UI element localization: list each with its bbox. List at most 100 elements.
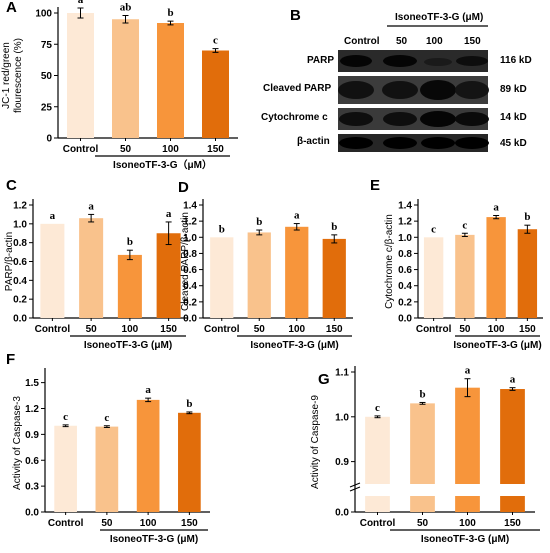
bar bbox=[157, 23, 184, 138]
significance-letter: c bbox=[63, 411, 68, 423]
x-tick-label: 150 bbox=[160, 324, 177, 335]
y-axis-label-line: JC-1 red/green bbox=[1, 42, 12, 109]
y-tick-label: 25 bbox=[41, 102, 53, 113]
y-tick-label: 0.0 bbox=[335, 508, 349, 519]
y-tick-label: 75 bbox=[41, 40, 53, 51]
panel-e-chart: E 0.0 0.2 0.4 0.6 0.8 1.0 1.2 1.4 c Control c 50 a 100… bbox=[370, 177, 543, 351]
significance-letter: c bbox=[213, 35, 218, 47]
blot-band bbox=[340, 55, 372, 67]
bar bbox=[455, 234, 475, 318]
blot-band bbox=[421, 137, 455, 149]
bar bbox=[210, 237, 234, 318]
bar-upper bbox=[365, 416, 390, 484]
blot-protein-label: Cleaved PARP bbox=[263, 83, 332, 94]
y-tick-label: 0.0 bbox=[183, 314, 197, 325]
y-tick-label: 0.9 bbox=[335, 457, 349, 468]
blot-protein-label: β-actin bbox=[297, 136, 330, 147]
significance-letter: a bbox=[294, 210, 300, 222]
x-tick-label: 100 bbox=[140, 518, 157, 529]
x-axis-label: IsoneoTF-3-G (μM) bbox=[84, 340, 172, 351]
blot-band bbox=[420, 80, 456, 100]
significance-letter: a bbox=[493, 201, 499, 213]
y-tick-label: 100 bbox=[35, 9, 52, 20]
y-tick-label: 0.8 bbox=[13, 238, 27, 249]
x-tick-label: 100 bbox=[488, 324, 505, 335]
y-tick-label: 0.6 bbox=[25, 456, 39, 467]
x-tick-label: Control bbox=[48, 518, 84, 529]
blot-band bbox=[338, 81, 374, 99]
panel-f-chart: F 0.0 0.3 0.6 0.9 1.2 1.5 c Control c 50 a 100 b 150 Is… bbox=[6, 351, 210, 545]
bar-lower bbox=[365, 496, 390, 512]
y-tick-label: 0.0 bbox=[13, 314, 27, 325]
bar bbox=[136, 399, 160, 512]
blot-size-label: 45 kD bbox=[500, 138, 527, 149]
y-tick-label: 0.3 bbox=[25, 482, 39, 493]
bar-lower bbox=[455, 496, 480, 512]
blot-group-title: IsoneoTF-3-G (μM) bbox=[395, 12, 483, 23]
bar bbox=[67, 13, 94, 138]
y-tick-label: 0.8 bbox=[183, 249, 197, 260]
y-tick-label: 0.4 bbox=[183, 281, 197, 292]
y-tick-label: 1.0 bbox=[335, 412, 349, 423]
y-tick-label: 1.0 bbox=[13, 219, 27, 230]
blot-band bbox=[420, 111, 456, 127]
blot-band bbox=[382, 81, 418, 99]
blot-size-label: 14 kD bbox=[500, 112, 527, 123]
y-tick-label: 1.1 bbox=[335, 368, 349, 379]
y-axis-label: PARP/β-actin bbox=[4, 232, 15, 291]
significance-letter: a bbox=[50, 210, 56, 222]
y-tick-label: 0.9 bbox=[25, 430, 39, 441]
panel-b-western-blot: B IsoneoTF-3-G (μM) Control 50 100 150 P… bbox=[261, 7, 532, 152]
x-tick-label: Control bbox=[416, 324, 452, 335]
x-tick-label: Control bbox=[360, 518, 396, 529]
significance-letter: ab bbox=[120, 2, 132, 14]
significance-letter: b bbox=[524, 211, 530, 223]
blot-protein-label: Cytochrome c bbox=[261, 112, 328, 123]
axis-break-mark bbox=[349, 482, 361, 488]
bar-upper bbox=[500, 389, 525, 484]
x-tick-label: 150 bbox=[519, 324, 536, 335]
significance-letter: a bbox=[166, 208, 172, 220]
bar bbox=[247, 232, 271, 318]
y-axis-label: JC-1 red/greenflourescence (%) bbox=[1, 38, 24, 113]
y-tick-label: 0.6 bbox=[183, 265, 197, 276]
x-tick-label: 50 bbox=[254, 324, 266, 335]
bar bbox=[40, 223, 65, 318]
panel-letter: F bbox=[6, 351, 15, 368]
bar bbox=[112, 19, 139, 138]
x-tick-label: Control bbox=[63, 144, 99, 155]
y-tick-label: 1.5 bbox=[25, 378, 39, 389]
significance-letter: c bbox=[462, 219, 467, 231]
significance-letter: b bbox=[186, 398, 192, 410]
panel-a-chart: A 0 25 50 75 100 a Control ab 50 b 100 c 150 IsoneoTF-… bbox=[1, 0, 238, 171]
x-axis-label: IsoneoTF-3-G (μM) bbox=[421, 534, 509, 545]
y-axis-label: Activity of Caspase-3 bbox=[12, 396, 23, 490]
x-axis-label: IsoneoTF-3-G（μM） bbox=[113, 158, 212, 171]
significance-letter: a bbox=[78, 0, 84, 6]
panel-d-chart: D 0.0 0.2 0.4 0.6 0.8 1.0 1.2 1.4 b Control b 50 a 100… bbox=[178, 179, 353, 351]
blot-lane-label: 150 bbox=[464, 36, 481, 47]
x-tick-label: 50 bbox=[86, 324, 98, 335]
blot-band bbox=[383, 137, 417, 149]
y-tick-label: 1.2 bbox=[398, 217, 412, 228]
blot-lane-label: 50 bbox=[396, 36, 408, 47]
blot-band bbox=[455, 112, 489, 126]
y-axis-label: Cytochrome c/β-actin bbox=[384, 214, 395, 309]
y-tick-label: 0.0 bbox=[398, 314, 412, 325]
blot-band bbox=[339, 112, 373, 126]
x-tick-label: 100 bbox=[122, 324, 139, 335]
panel-letter: C bbox=[6, 177, 17, 194]
y-tick-label: 0.6 bbox=[13, 257, 27, 268]
bar bbox=[79, 218, 104, 318]
significance-letter: b bbox=[331, 221, 337, 233]
panel-letter: A bbox=[6, 0, 17, 16]
bar bbox=[117, 254, 142, 318]
significance-letter: b bbox=[127, 236, 133, 248]
bar bbox=[285, 226, 309, 318]
bar bbox=[423, 237, 444, 318]
x-tick-label: 150 bbox=[207, 144, 224, 155]
y-tick-label: 1.0 bbox=[398, 233, 412, 244]
bar bbox=[202, 50, 229, 138]
x-axis-label: IsoneoTF-3-G (μM) bbox=[250, 340, 338, 351]
